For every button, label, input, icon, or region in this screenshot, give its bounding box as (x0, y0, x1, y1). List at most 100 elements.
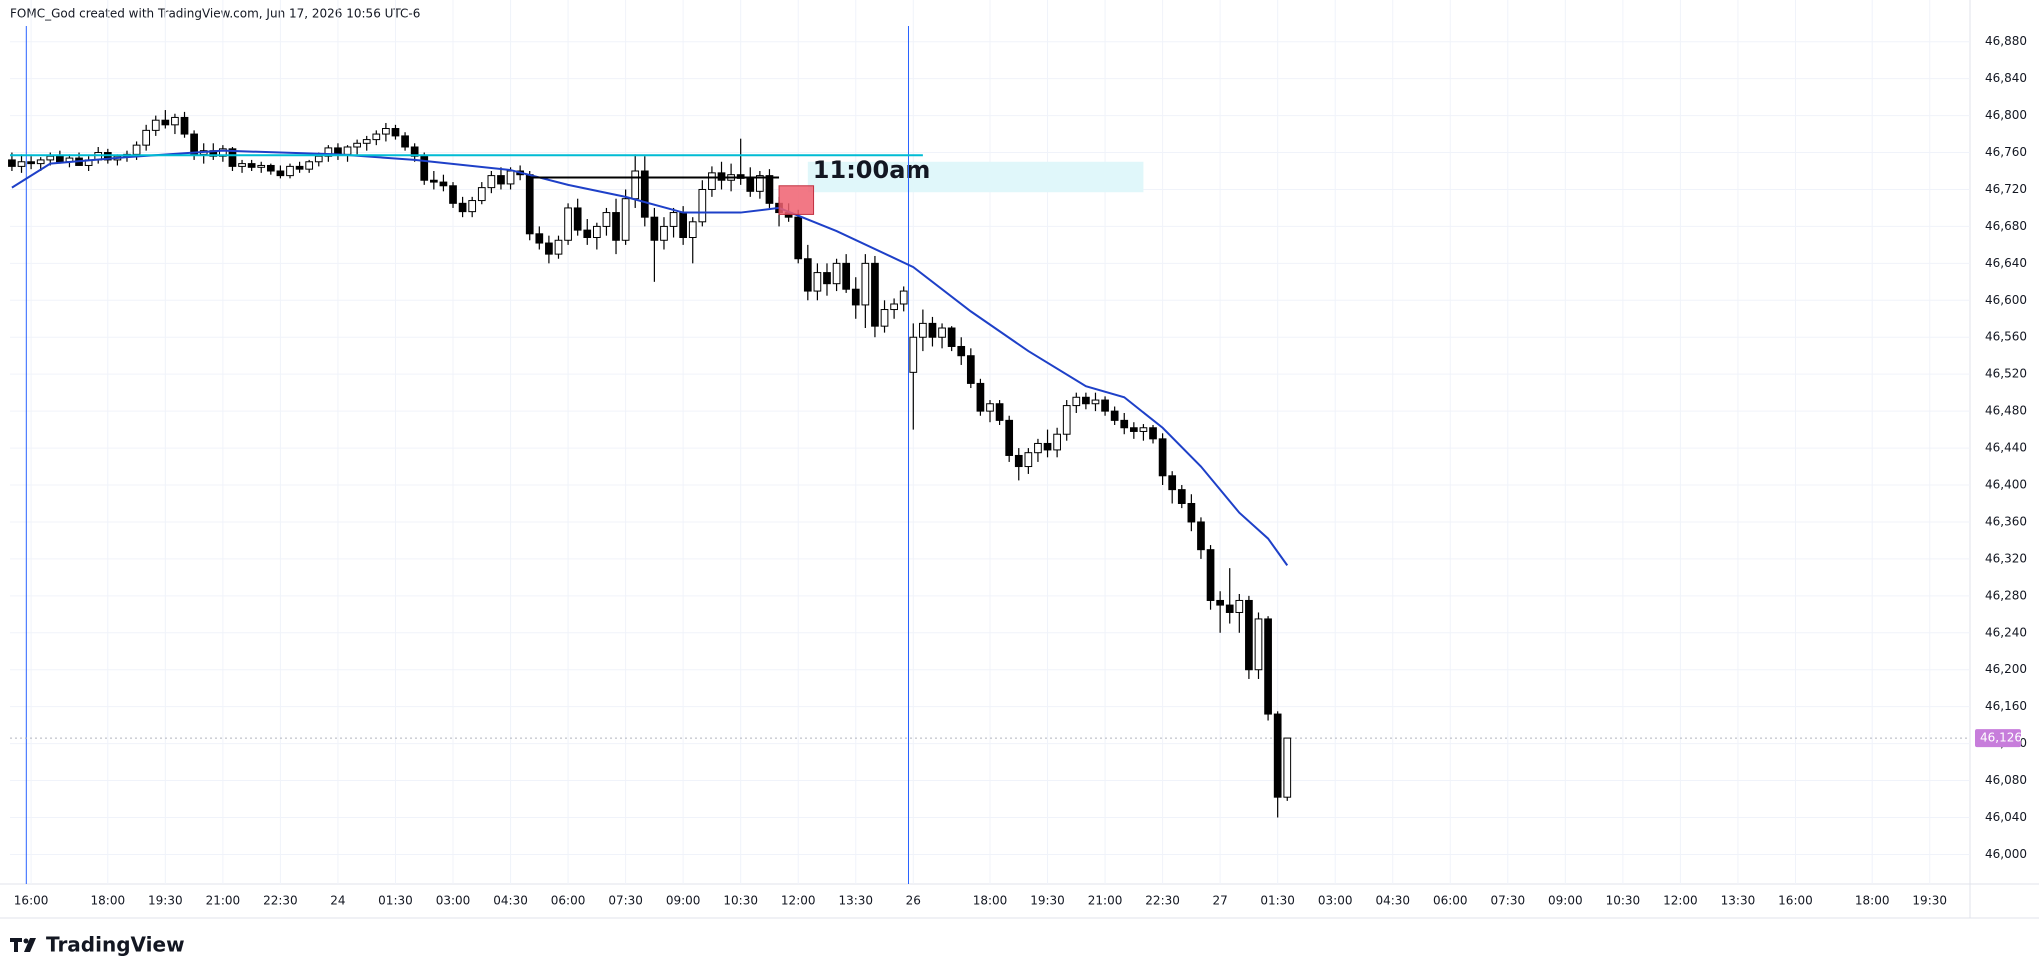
x-tick-label: 19:30 (1912, 894, 1947, 908)
x-tick-label: 22:30 (263, 894, 298, 908)
candle-body (286, 165, 294, 177)
candle-body (36, 159, 45, 165)
candle-body (1197, 521, 1205, 551)
logo: TradingView (46, 933, 185, 957)
candle-body (708, 172, 716, 190)
candle-body (449, 185, 457, 204)
candle-body (621, 198, 630, 241)
y-tick-label: 46,560 (1985, 330, 2027, 344)
y-tick-label: 46,080 (1985, 773, 2027, 787)
candle-body (238, 163, 246, 167)
x-tick-label: 04:30 (1375, 894, 1410, 908)
candle-body (305, 161, 314, 170)
candle-body (1024, 452, 1033, 468)
candle-body (650, 216, 659, 241)
candle-body (851, 288, 860, 306)
candle-body (362, 139, 371, 144)
candle-body (439, 181, 448, 187)
candle-body (1072, 396, 1081, 407)
candle-body (564, 207, 572, 241)
candle-body (372, 133, 381, 141)
x-tick-label: 21:00 (1088, 894, 1123, 908)
candle-body (909, 336, 918, 373)
x-tick-label: 12:00 (781, 894, 816, 908)
x-tick-label: 18:00 (973, 894, 1008, 908)
candle-body (228, 148, 237, 167)
candle-body (832, 262, 841, 285)
x-tick-label: 19:30 (1030, 894, 1065, 908)
candle-body (487, 175, 496, 189)
candle-body (353, 142, 361, 148)
x-tick-label: 18:00 (1855, 894, 1890, 908)
candle-body (477, 187, 486, 202)
candle-body (938, 327, 946, 338)
candle-body (1245, 599, 1253, 671)
candle-body (612, 212, 620, 241)
candle-body (1168, 475, 1177, 491)
candle-body (266, 164, 275, 172)
candle-body (765, 175, 774, 204)
candle-body (679, 212, 688, 238)
candle-body (1005, 419, 1014, 456)
candle-body (746, 177, 755, 192)
logo-icon (10, 938, 36, 952)
candle-body (640, 170, 649, 218)
x-tick-label: 19:30 (148, 894, 183, 908)
candle-body (429, 179, 438, 183)
candle-body (1273, 713, 1282, 798)
x-tick-label: 16:00 (14, 894, 49, 908)
x-tick-label: 09:00 (1548, 894, 1583, 908)
candle-body (151, 119, 160, 131)
y-tick-label: 46,640 (1985, 256, 2027, 270)
y-tick-label: 46,720 (1985, 182, 2027, 196)
candle-body (631, 170, 640, 200)
candle-body (1216, 599, 1224, 606)
candle-body (1149, 427, 1157, 440)
candle-body (1139, 427, 1148, 432)
candle-body (497, 175, 505, 185)
candle-body (660, 225, 668, 241)
candle-body (813, 272, 822, 292)
candle-body (803, 258, 812, 292)
candle-body (17, 161, 26, 167)
y-tick-label: 46,800 (1985, 108, 2027, 122)
candle-body (947, 327, 956, 347)
candle-body (1254, 618, 1263, 671)
candle-body (257, 164, 266, 168)
x-tick-label: 13:30 (1721, 894, 1756, 908)
x-tick-label: 24 (330, 894, 345, 908)
candle-body (688, 221, 697, 238)
last-price-label: 46,126 (1980, 731, 2022, 745)
candle-body (1120, 419, 1129, 429)
candle-body (56, 155, 64, 163)
candle-body (1043, 442, 1052, 451)
last-price-badge (1975, 729, 2021, 748)
candle-body (8, 159, 16, 167)
candle-body (794, 216, 803, 260)
x-tick-label: 06:00 (1433, 894, 1468, 908)
y-tick-label: 46,280 (1985, 588, 2027, 602)
x-tick-label: 12:00 (1663, 894, 1698, 908)
candle-body (1034, 442, 1042, 454)
candle-body (602, 212, 611, 227)
candle-body (142, 129, 151, 146)
candle-body (1014, 454, 1023, 468)
candle-body (1110, 410, 1119, 421)
candle-body (928, 322, 937, 338)
candle-body (1101, 399, 1109, 412)
candle-body (1225, 604, 1234, 613)
candle-body (756, 175, 764, 192)
candle-body (382, 128, 390, 135)
candle-body (276, 170, 285, 177)
candle-body (583, 229, 592, 238)
candle-body (132, 144, 141, 155)
candle-body (46, 155, 55, 161)
y-tick-label: 46,520 (1985, 367, 2027, 381)
y-tick-label: 46,360 (1985, 514, 2027, 528)
y-tick-label: 46,160 (1985, 699, 2027, 713)
x-tick-label: 21:00 (206, 894, 241, 908)
candle-body (27, 161, 35, 165)
candle-body (1082, 396, 1090, 405)
y-tick-label: 46,600 (1985, 293, 2027, 307)
